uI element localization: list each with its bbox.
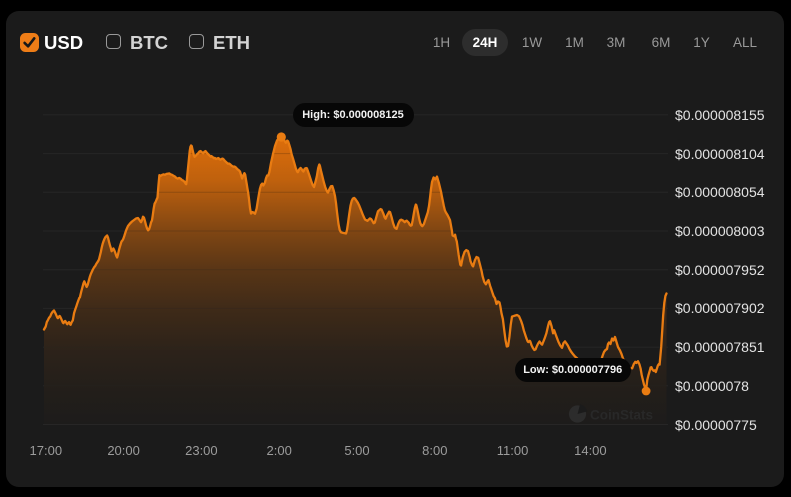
svg-text:CoinStats: CoinStats: [590, 408, 653, 423]
